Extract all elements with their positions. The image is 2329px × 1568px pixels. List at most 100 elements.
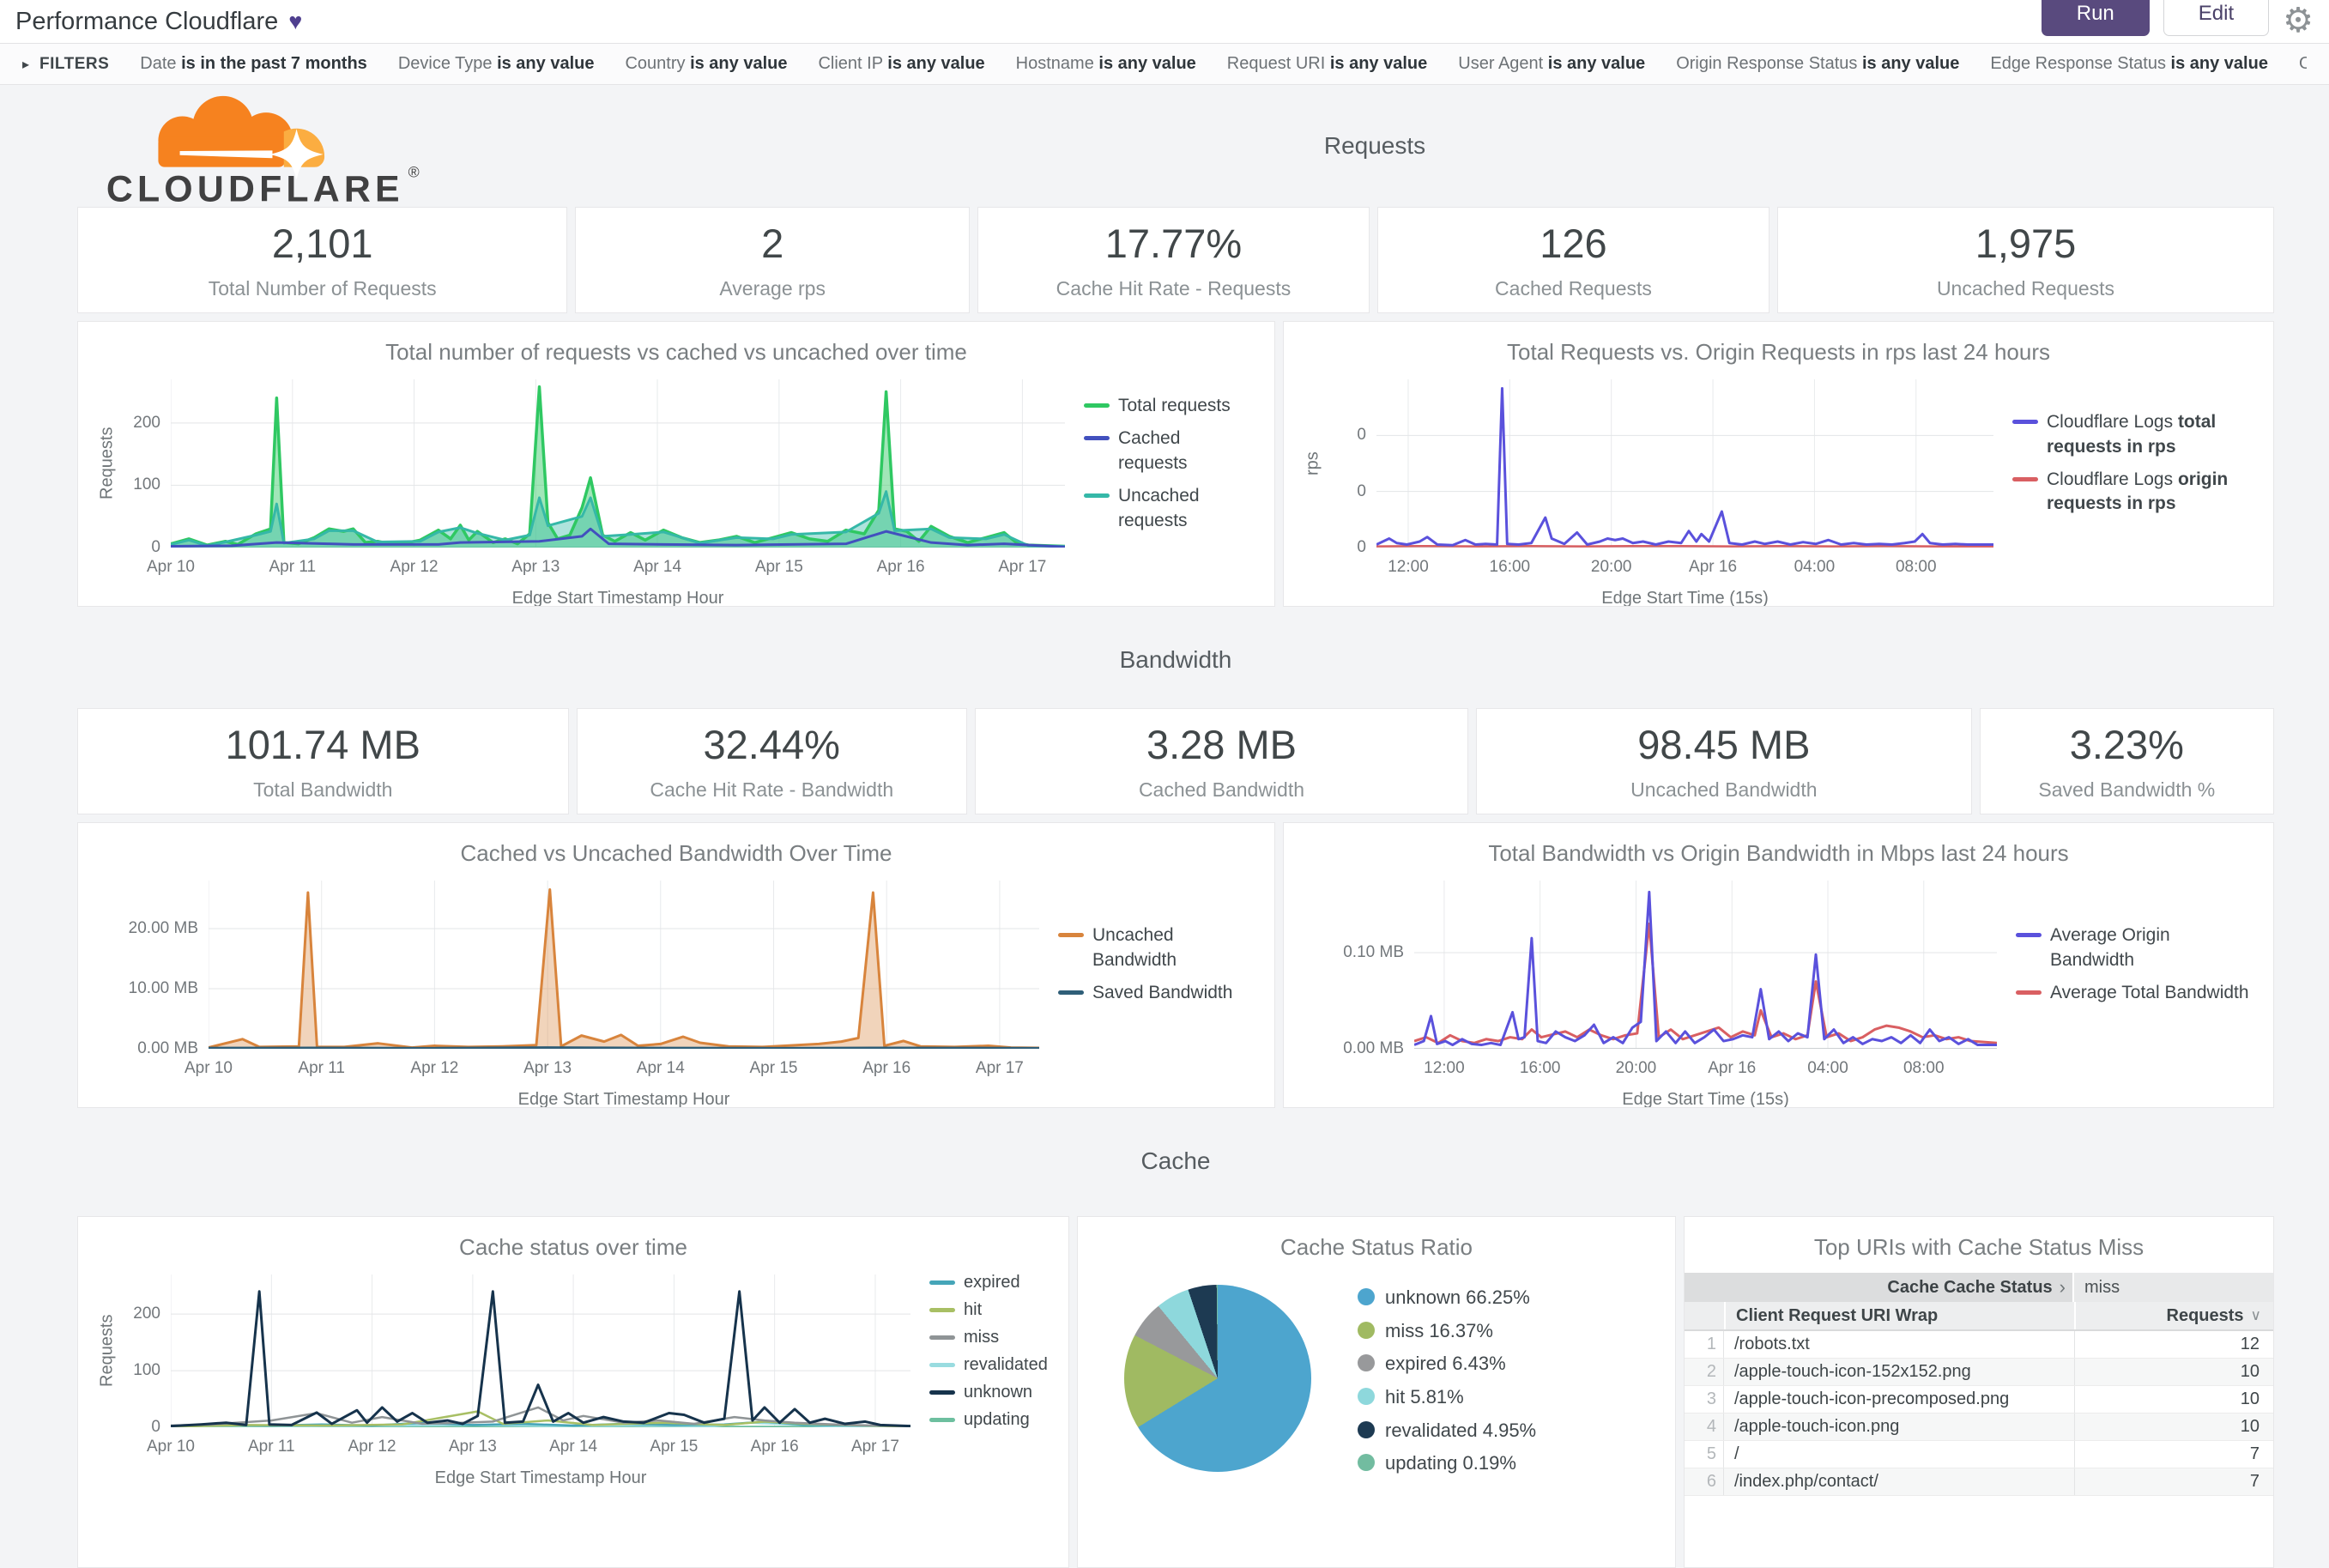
filter-chip[interactable]: Edge Response Status is any value [1990, 54, 2268, 73]
column-header-requests[interactable]: Requests ∨ [2074, 1302, 2273, 1329]
filter-chip[interactable]: Origin IP is any value [2299, 54, 2307, 74]
table-row[interactable]: 2 /apple-touch-icon-152x152.png 10 [1685, 1359, 2273, 1386]
table-row[interactable]: 3 /apple-touch-icon-precomposed.png 10 [1685, 1386, 2273, 1414]
filter-chip[interactable]: Country is any value [625, 54, 788, 73]
table-row[interactable]: 4 /apple-touch-icon.png 10 [1685, 1414, 2273, 1441]
x-axis-title: Edge Start Time (15s) [1622, 1090, 1789, 1108]
x-tick: Apr 13 [511, 558, 560, 576]
legend-item[interactable]: miss [929, 1326, 1046, 1349]
cell-uri[interactable]: /apple-touch-icon-precomposed.png [1734, 1389, 2010, 1408]
stat-label: Saved Bandwidth % [2038, 778, 2216, 801]
x-tick: Apr 16 [1708, 1059, 1757, 1077]
pie-legend-item[interactable]: hit 5.81% [1358, 1384, 1536, 1410]
legend-swatch [1084, 403, 1110, 409]
chart-legend: Uncached Bandwidth Saved Bandwidth [1039, 881, 1252, 1049]
pie-chart[interactable] [1124, 1285, 1311, 1472]
cell-uri[interactable]: /index.php/contact/ [1734, 1472, 1878, 1491]
legend-item[interactable]: unknown [929, 1381, 1046, 1404]
plot-area[interactable]: 12:00 16:00 20:00 Apr 16 04:00 08:00 Edge Sta… [1414, 881, 1997, 1107]
legend-item[interactable]: Average Origin Bandwidth [2016, 923, 2251, 972]
filters-toggle[interactable]: FILTERS [39, 54, 110, 73]
y-tick: 0.00 MB [137, 1039, 198, 1057]
filter-chip[interactable]: Request URI is any value [1226, 54, 1428, 73]
stat-tile[interactable]: 17.77% Cache Hit Rate - Requests [977, 207, 1370, 313]
stat-tile[interactable]: 32.44% Cache Hit Rate - Bandwidth [576, 708, 967, 814]
stat-tile[interactable]: 3.28 MB Cached Bandwidth [974, 708, 1469, 814]
legend-item[interactable]: Uncached requests [1084, 484, 1252, 533]
table-row[interactable]: 5 / 7 [1685, 1441, 2273, 1468]
table-row[interactable]: 6 /index.php/contact/ 7 [1685, 1468, 2273, 1496]
cell-requests[interactable]: 7 [2074, 1468, 2273, 1495]
legend-item[interactable]: revalidated [929, 1353, 1048, 1377]
x-tick: 12:00 [1424, 1059, 1465, 1077]
pie-legend-item[interactable]: revalidated 4.95% [1358, 1418, 1536, 1444]
y-axis-ticks: 0 100 200 [121, 1274, 171, 1436]
legend-item[interactable]: Cached requests [1084, 427, 1252, 475]
filters-expand-icon[interactable]: ▸ [22, 57, 30, 72]
stat-tile[interactable]: 98.45 MB Uncached Bandwidth [1476, 708, 1972, 814]
stat-tile[interactable]: 2 Average rps [575, 207, 970, 313]
pivot-header[interactable]: Cache Cache Status › [1685, 1273, 2074, 1302]
x-tick: Apr 10 [147, 558, 195, 576]
filter-chip[interactable]: User Agent is any value [1458, 54, 1646, 73]
legend-dot [1358, 1388, 1375, 1406]
cell-requests[interactable]: 10 [2074, 1386, 2273, 1413]
heart-icon: ♥ [288, 8, 303, 34]
cell-requests[interactable]: 7 [2074, 1441, 2273, 1468]
cell-uri[interactable]: / [1734, 1444, 1739, 1463]
x-tick: 08:00 [1903, 1059, 1945, 1077]
filter-chip[interactable]: Client IP is any value [818, 54, 985, 73]
legend-item[interactable]: Uncached Bandwidth [1058, 923, 1252, 972]
pie-legend-item[interactable]: updating 0.19% [1358, 1450, 1536, 1476]
filter-chip[interactable]: Hostname is any value [1015, 54, 1196, 73]
legend-item[interactable]: Average Total Bandwidth [2016, 981, 2251, 1005]
pie-legend-item[interactable]: unknown 66.25% [1358, 1285, 1536, 1311]
filter-chip[interactable]: Date is in the past 7 months [140, 54, 367, 73]
row-number: 4 [1685, 1414, 1724, 1440]
chart-title: Total number of requests vs cached vs un… [385, 339, 967, 365]
plot-area[interactable]: Apr 10 Apr 11 Apr 12 Apr 13 Apr 14 Apr 15 Apr … [185, 881, 1039, 1107]
x-axis-title: Edge Start Timestamp Hour [511, 589, 724, 607]
run-button[interactable]: Run [2041, 0, 2150, 36]
edit-button[interactable]: Edit [2163, 0, 2270, 36]
x-axis-ticks: 12:00 16:00 20:00 Apr 16 04:00 08:00 [1376, 548, 1993, 606]
cell-uri[interactable]: /apple-touch-icon-152x152.png [1734, 1362, 1971, 1381]
cell-uri[interactable]: /apple-touch-icon.png [1734, 1417, 1900, 1436]
legend-item[interactable]: Cloudflare Logs origin requests in rps [2012, 468, 2251, 517]
stat-tile[interactable]: 101.74 MB Total Bandwidth [77, 708, 569, 814]
stat-tile[interactable]: 2,101 Total Number of Requests [77, 207, 568, 313]
x-tick: 12:00 [1388, 558, 1429, 576]
pie-legend-item[interactable]: miss 16.37% [1358, 1318, 1536, 1344]
stat-tile[interactable]: 3.23% Saved Bandwidth % [1979, 708, 2274, 814]
plot-area[interactable]: Apr 10 Apr 11 Apr 12 Apr 13 Apr 14 Apr 15 Apr … [147, 1274, 910, 1487]
filter-chip[interactable]: Origin Response Status is any value [1676, 54, 1960, 73]
cell-requests[interactable]: 10 [2074, 1414, 2273, 1440]
cell-requests[interactable]: 10 [2074, 1359, 2273, 1385]
column-header-uri[interactable]: Client Request URI Wrap [1724, 1302, 2074, 1329]
legend-item[interactable]: hit [929, 1299, 1046, 1322]
legend-item[interactable]: Total requests [1084, 394, 1252, 418]
plot-area[interactable]: 12:00 16:00 20:00 Apr 16 04:00 08:00 Edge Sta… [1376, 379, 1993, 606]
stat-tile[interactable]: 126 Cached Requests [1376, 207, 1769, 313]
x-axis-ticks: Apr 10 Apr 11 Apr 12 Apr 13 Apr 14 Apr 15 Apr … [147, 548, 1065, 606]
pie-legend-item[interactable]: expired 6.43% [1358, 1351, 1536, 1377]
stat-tile[interactable]: 1,975 Uncached Requests [1776, 207, 2275, 313]
chart-bandwidth-24h: Total Bandwidth vs Origin Bandwidth in M… [1283, 822, 2274, 1108]
x-axis-ticks: 12:00 16:00 20:00 Apr 16 04:00 08:00 [1414, 1049, 1997, 1107]
legend-item[interactable]: Saved Bandwidth [1058, 981, 1252, 1005]
x-axis-title: Edge Start Timestamp Hour [434, 1468, 647, 1487]
filter-chip[interactable]: Device Type is any value [397, 54, 595, 73]
x-tick: Apr 11 [269, 558, 317, 576]
table-row[interactable]: 1 /robots.txt 12 [1685, 1331, 2273, 1359]
legend-item[interactable]: Cloudflare Logs total requests in rps [2012, 410, 2251, 459]
gear-icon[interactable]: ⚙ [2283, 2, 2314, 39]
plot-area[interactable]: Apr 10 Apr 11 Apr 12 Apr 13 Apr 14 Apr 15 Apr … [147, 379, 1065, 606]
legend-item[interactable]: expired [929, 1271, 1046, 1294]
cell-uri[interactable]: /robots.txt [1734, 1335, 1810, 1353]
legend-item[interactable]: updating [929, 1408, 1046, 1432]
cell-requests[interactable]: 12 [2074, 1331, 2273, 1358]
stat-value: 101.74 MB [225, 722, 420, 767]
y-axis-ticks: 0 0 0 [1327, 379, 1376, 556]
legend-dot [1358, 1454, 1375, 1472]
